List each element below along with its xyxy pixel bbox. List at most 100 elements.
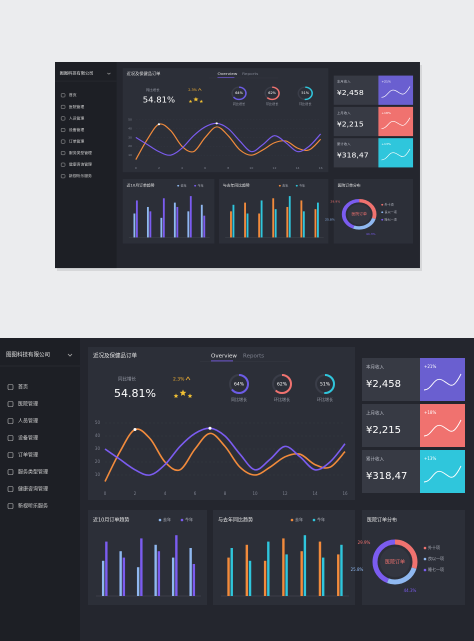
stat-label: 累计收入 <box>337 141 352 146</box>
legend-swatch <box>381 218 384 221</box>
tab[interactable]: Overview <box>217 71 238 76</box>
menu-item[interactable]: 医院管理 <box>69 104 85 109</box>
donut-segment <box>372 539 418 585</box>
legend-label: 今年 <box>317 516 325 522</box>
legend-label: 去年 <box>163 516 171 522</box>
star-icon <box>179 389 187 396</box>
tab[interactable]: Overview <box>211 354 237 360</box>
bar <box>203 215 206 238</box>
menu-item[interactable]: 健康咨询管理 <box>18 486 48 493</box>
gauge-arc <box>297 86 313 101</box>
change-arrow <box>197 88 202 91</box>
legend-swatch <box>423 568 427 572</box>
legend-swatch <box>423 546 427 550</box>
star-icon <box>199 99 204 103</box>
tab[interactable]: Reports <box>242 71 258 76</box>
bar <box>187 211 190 238</box>
line-series <box>135 122 322 156</box>
line-series <box>104 427 346 476</box>
legend-swatch <box>423 557 427 561</box>
donut-label: 29.9% <box>330 200 340 204</box>
bar <box>318 541 322 596</box>
sidebar <box>55 62 117 269</box>
donut-label: 25.8% <box>325 218 335 222</box>
bar <box>175 535 178 596</box>
menu-item[interactable]: 服务类型管理 <box>18 469 48 476</box>
dropdown-icon <box>107 72 111 75</box>
gauge-caption: 环比增长 <box>317 396 333 402</box>
peak-marker <box>133 428 137 431</box>
donut-segment <box>341 199 377 230</box>
bar <box>173 202 176 238</box>
menu-item[interactable]: 医院管理 <box>18 401 38 408</box>
stat-change: +18% <box>424 410 436 415</box>
menu-icon <box>60 116 66 121</box>
gauge-caption: 同比增长 <box>231 396 247 402</box>
donut-label: 44.3% <box>366 232 376 236</box>
stat-change: +21% <box>424 364 436 369</box>
stat-label: 本月收入 <box>337 79 352 84</box>
menu-icon <box>7 503 14 509</box>
bar <box>227 557 230 596</box>
change-arrow <box>185 376 191 381</box>
bar <box>274 209 277 238</box>
bar <box>272 198 275 238</box>
legend-swatch <box>381 203 384 206</box>
gauge-caption: 环比增长 <box>266 101 278 106</box>
menu-item[interactable]: 人员管理 <box>69 116 85 121</box>
menu-item[interactable]: 人员管理 <box>18 418 38 425</box>
donut-inner <box>380 547 410 577</box>
menu-item[interactable]: 新视听乐服务 <box>18 503 48 510</box>
menu-item[interactable]: 订单管理 <box>69 139 85 144</box>
menu-item[interactable]: 首页 <box>69 93 77 98</box>
legend-label: 睡七一项 <box>428 566 444 572</box>
dashboard: 图图科技有限公司首页医院管理人员管理设备管理订单管理服务类型管理健康咨询管理新视… <box>0 338 474 641</box>
menu-icon <box>60 162 66 167</box>
gauge-value: 51% <box>301 91 309 95</box>
bar <box>285 554 288 596</box>
menu-icon <box>60 93 66 98</box>
stat-label: 累计收入 <box>366 456 384 463</box>
menu-icon <box>7 401 14 407</box>
panel-title: 与去年同比趋势 <box>223 183 250 188</box>
donut-segment <box>341 199 377 230</box>
company-name: 图图科技有限公司 <box>60 70 94 76</box>
legend-label: 外十项 <box>385 202 394 207</box>
donut-inner <box>347 204 371 225</box>
legend-swatch <box>180 518 184 522</box>
stat-value: ¥2,215 <box>366 425 401 436</box>
bar <box>135 200 138 238</box>
bar <box>300 551 303 596</box>
menu-item[interactable]: 服务类型管理 <box>69 150 92 155</box>
menu-item[interactable]: 健康咨询管理 <box>69 162 92 167</box>
panel-title: 近10月订单趋势 <box>127 183 155 188</box>
bar <box>230 548 233 596</box>
growth-value: 54.81% <box>114 387 156 400</box>
panel-title: 医院订单分布 <box>338 183 361 188</box>
tab[interactable]: Reports <box>243 354 264 360</box>
stat-change: +13% <box>424 456 436 461</box>
legend-label: 外十项 <box>428 544 440 550</box>
x-tick-label: 6 <box>194 491 197 496</box>
bar <box>300 200 303 238</box>
bar <box>176 206 179 238</box>
menu-item[interactable]: 订单管理 <box>18 452 38 459</box>
donut-label: 29.9% <box>358 540 371 545</box>
gauge-arc <box>229 374 249 394</box>
menu-item[interactable]: 设备管理 <box>69 127 85 132</box>
legend-swatch <box>194 184 197 187</box>
bar <box>314 209 317 238</box>
legend-label: 良以一项 <box>385 209 397 214</box>
sparkline <box>381 148 411 161</box>
y-tick-label: 30 <box>128 136 132 140</box>
menu-item[interactable]: 设备管理 <box>18 435 38 442</box>
gauge-arc <box>272 374 292 394</box>
bar <box>263 560 267 596</box>
company-name: 图图科技有限公司 <box>6 351 50 359</box>
bar <box>171 557 175 596</box>
panel-title: 近10月订单趋势 <box>93 517 129 524</box>
menu-item[interactable]: 新视听乐服务 <box>69 173 92 178</box>
menu-icon <box>60 104 66 109</box>
overview-panel <box>88 347 355 500</box>
menu-item[interactable]: 首页 <box>18 384 28 391</box>
